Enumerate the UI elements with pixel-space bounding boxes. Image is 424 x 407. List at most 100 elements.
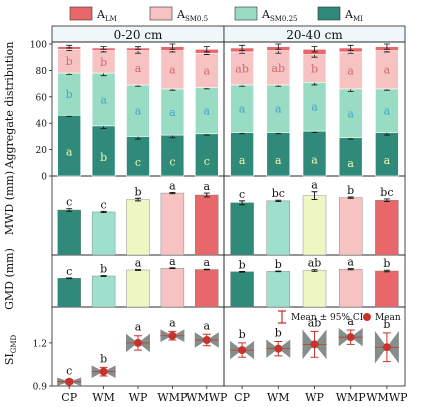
ci-legend-errorbar-icon (278, 310, 286, 324)
mwd-letter: b (134, 185, 141, 198)
gmd-letter: ab (308, 257, 322, 270)
mwd-letter: a (311, 179, 318, 192)
gmd-errorbar (275, 270, 282, 273)
legend-swatch-sm025 (234, 6, 258, 21)
x-tick-label-wmwp: WMWP (366, 391, 408, 404)
si-marker (160, 329, 185, 343)
agg-ytick-label: 100 (30, 41, 47, 51)
gmd-bar-wm (91, 275, 116, 308)
gmd-errorbar (66, 277, 73, 279)
agg-errorbar (100, 46, 107, 50)
mwd-bar-wmwp (375, 200, 399, 256)
agg-letter-mi: b (100, 151, 107, 164)
gmd-errorbar (135, 269, 141, 271)
mwd-letter: c (101, 198, 107, 211)
agg-letter-mi: a (347, 157, 354, 170)
mwd-letter: c (66, 196, 72, 209)
legend-swatch-mi (317, 6, 341, 21)
agg-ytick-label: 80 (36, 67, 48, 77)
si-letter: a (135, 321, 142, 334)
agg-letter-mi: c (135, 156, 141, 169)
gmd-letter: a (347, 256, 354, 269)
mwd-bar-wmp (160, 192, 185, 256)
gmd-letter: a (169, 255, 176, 268)
agg-letter-sm05: a (347, 64, 354, 77)
x-tick-label-wm: WM (267, 391, 290, 404)
agg-errorbar (383, 43, 390, 50)
mwd-errorbar (203, 192, 210, 198)
agg-letter-sm05: b (311, 62, 318, 75)
gmd-bar-wmp (160, 268, 185, 308)
agg-letter-sm05: a (384, 64, 391, 77)
panel-headers: 0-20 cm 20-40 cm (51, 25, 406, 43)
gmd-bar-wmp (339, 269, 363, 308)
agg-ytick-label: 0 (41, 173, 47, 183)
gmd-bar-wp (126, 269, 150, 308)
mwd-errorbar (135, 197, 141, 202)
mwd-errorbar (169, 191, 176, 195)
agg-letter-mi: a (311, 154, 318, 167)
si-mean-point (134, 338, 142, 347)
si-mean-point (310, 340, 319, 349)
gmd-bar-wm (266, 271, 290, 308)
mwd-bar-cp (230, 202, 254, 256)
gmd-errorbar (169, 267, 176, 270)
si-mean-point (99, 367, 108, 376)
gmd-errorbar (100, 275, 107, 277)
ylabel-gmd: GMD (mm) (3, 248, 16, 310)
x-tick-label-wm: WM (92, 391, 115, 404)
si-mean-point (382, 343, 391, 352)
gmd-letter: b (383, 257, 390, 270)
si-marker (374, 330, 399, 364)
agg-errorbar (135, 46, 141, 50)
agg-letter-mi: a (384, 154, 391, 167)
ci-legend-mean-label: Mean (375, 313, 401, 323)
si-mean-point (202, 336, 211, 345)
gmd-letter: a (204, 256, 211, 269)
ci-legend-mean-icon (363, 313, 371, 321)
header-left-title: 0-20 cm (114, 28, 163, 42)
legend: ALM ASM0.5 ASM0.25 AMI (69, 6, 363, 23)
agg-letter-sm025: a (384, 105, 391, 118)
mwd-errorbar (347, 196, 354, 199)
mwd-letter: bc (380, 186, 393, 199)
si-ytick-label: 0.9 (33, 383, 48, 393)
ci-legend: Mean ± 95% CI Mean (278, 310, 401, 324)
ylabel-aggregate: Aggregate distribution (3, 42, 16, 170)
agg-letter-sm05: a (135, 62, 142, 75)
mwd-errorbar (100, 210, 107, 214)
gmd-errorbar (347, 268, 354, 271)
gmd-letter: c (66, 265, 72, 278)
x-tick-label-wp: WP (305, 391, 324, 404)
agg-letter-mi: a (66, 146, 73, 159)
gmd-letter: b (100, 263, 107, 276)
mwd-bar-wm (91, 211, 116, 256)
mwd-errorbar (383, 198, 390, 202)
mwd-bar-wm (266, 200, 290, 256)
plot-area: 020406080100abbbabcaacaacaaaaabaaabaabaa… (30, 41, 408, 405)
agg-errorbar (66, 44, 73, 49)
ylabel-mwd: MWD (mm) (3, 171, 16, 235)
legend-label-sm025: ASM0.25 (261, 8, 298, 23)
si-letter: b (275, 326, 282, 339)
ylabel-si: SIGMD (3, 334, 18, 365)
agg-ytick-label: 20 (36, 146, 48, 156)
si-ytick-label: 1.2 (33, 339, 47, 349)
agg-errorbar (275, 43, 282, 50)
agg-ytick-label: 60 (36, 93, 48, 103)
si-mean-point (346, 333, 355, 342)
mwd-errorbar (275, 199, 282, 202)
ci-legend-ci-label: Mean ± 95% CI (291, 313, 364, 323)
gmd-bar-wp (302, 270, 327, 308)
si-letter: a (347, 315, 354, 328)
agg-letter-sm05: a (204, 64, 211, 77)
header-right-title: 20-40 cm (286, 28, 343, 42)
agg-letter-mi: a (239, 154, 246, 167)
gmd-bar-wmwp (195, 269, 219, 308)
agg-letter-sm05: b (66, 55, 73, 68)
mwd-bar-wp (302, 195, 327, 256)
si-letter: b (239, 328, 246, 341)
si-letter: ab (308, 316, 322, 329)
legend-swatch-lm (69, 6, 93, 21)
